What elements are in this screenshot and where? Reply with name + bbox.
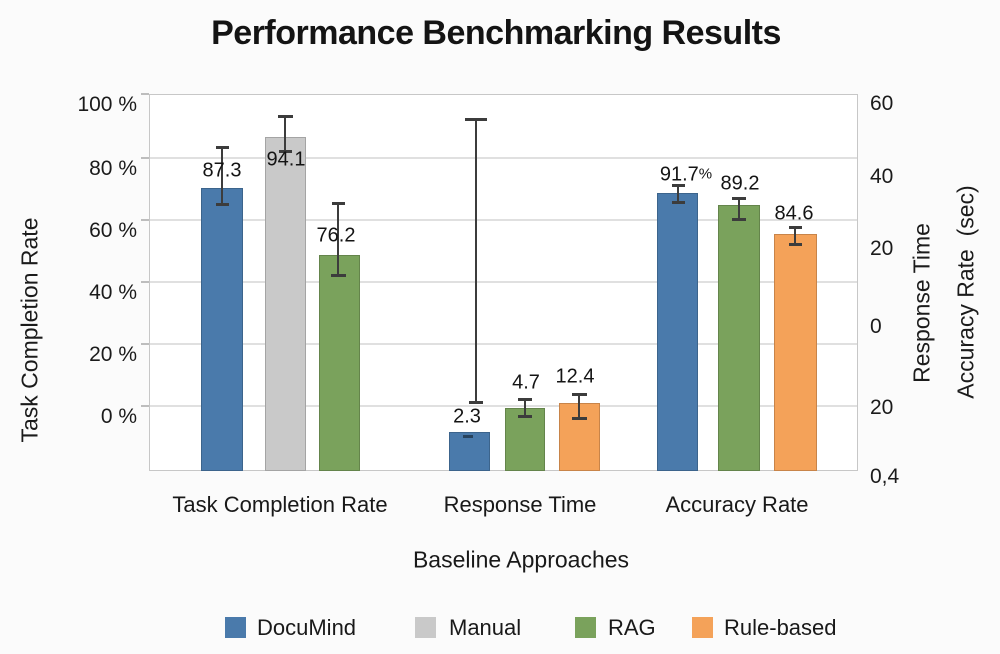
bar-value-label: 89.2: [720, 172, 760, 195]
error-bar-line: [577, 394, 581, 419]
right-y-tick-label: 20: [870, 237, 894, 260]
gridline: [150, 405, 857, 407]
error-bar-cap-top: [465, 118, 487, 121]
x-category-label: Task Completion Rate: [172, 492, 388, 517]
bar-value-label: 76.2: [316, 224, 356, 247]
legend-swatch-documind: [225, 617, 246, 638]
error-bar-line: [737, 198, 741, 220]
gridline: [150, 157, 857, 159]
bar-value-label: 87.3: [202, 159, 242, 182]
error-bar-cap-bottom: [788, 243, 802, 246]
left-y-tick-label: 20 %: [89, 343, 137, 366]
gridline: [150, 343, 857, 345]
left-axis-tick-mark: [141, 343, 149, 345]
error-bar-line: [474, 119, 478, 403]
left-y-tick-label: 100 %: [77, 93, 137, 116]
left-y-tick-label: 0 %: [100, 405, 137, 428]
left-axis-tick-mark: [141, 281, 149, 283]
left-axis-tick-mark: [141, 405, 149, 407]
left-y-tick-label: 60 %: [89, 219, 137, 242]
error-bar-line: [220, 147, 224, 205]
legend-swatch-manual: [415, 617, 436, 638]
legend-swatch-rule-based: [692, 617, 713, 638]
error-bar-cap-top: [571, 393, 587, 396]
bar-rag: [319, 255, 360, 471]
error-bar-line: [676, 185, 680, 203]
bar-value-label: 4.7: [512, 371, 540, 394]
gridline: [150, 219, 857, 221]
error-bar-line: [793, 227, 797, 245]
right-y-tick-label: 60: [870, 92, 894, 115]
error-bar-cap-bottom: [571, 417, 587, 420]
chart-title: Performance Benchmarking Results: [211, 14, 781, 52]
error-bar-cap-top: [518, 398, 532, 401]
x-axis-title: Baseline Approaches: [412, 546, 630, 573]
error-bar-cap-top: [277, 115, 293, 118]
bar-documind: [657, 193, 698, 471]
x-category-label: Accuracy Rate: [665, 492, 809, 517]
error-bar-line: [283, 116, 287, 152]
error-bar-cap-bottom: [278, 150, 292, 153]
bar-value-label: 84.6: [774, 202, 814, 225]
bar-rag: [718, 205, 760, 471]
error-bar-cap-bottom: [671, 201, 685, 204]
right-y-tick-label: 0: [870, 315, 882, 338]
legend-label-rag: RAG: [608, 615, 656, 640]
bar-value-label: 91.7%: [659, 163, 713, 186]
error-bar-cap-top: [671, 184, 685, 187]
right-y-tick-label: 0,4: [870, 465, 900, 488]
right-y-tick-label: 40: [870, 165, 894, 188]
legend-swatch-rag: [575, 617, 596, 638]
error-bar-cap-top: [215, 146, 229, 149]
error-bar-cap-top: [331, 202, 345, 205]
legend-label-rule-based: Rule-based: [724, 615, 837, 640]
error-bar-cap-bottom: [518, 415, 532, 418]
bar-value-suffix: %: [698, 165, 713, 183]
error-bar-cap-bottom: [330, 274, 346, 277]
error-bar-cap-top: [788, 226, 802, 229]
legend-label-documind: DocuMind: [257, 615, 357, 640]
bar-value-label: 2.3: [453, 405, 481, 428]
error-bar-cap-bottom: [732, 218, 746, 221]
bar-mean-dash: [463, 435, 473, 438]
error-bar-cap-bottom: [469, 401, 483, 404]
bar-rag: [505, 408, 545, 471]
x-category-label: Response Time: [443, 492, 597, 517]
left-axis-tick-mark: [141, 219, 149, 221]
bar-documind: [201, 188, 243, 471]
left-y-tick-label: 80 %: [89, 157, 137, 180]
error-bar-cap-bottom: [215, 203, 229, 206]
bar-value-label: 12.4: [555, 365, 595, 388]
gridline: [150, 281, 857, 283]
error-bar-cap-top: [732, 197, 746, 200]
error-bar-line: [523, 399, 527, 417]
left-axis-tick-mark: [141, 93, 149, 95]
left-y-tick-label: 40 %: [89, 281, 137, 304]
right-y-tick-label: 20: [870, 396, 894, 419]
bar-rule-based: [774, 234, 817, 471]
right-y-axis-title-accuracy-rate: Accuracy Rate (sec): [952, 185, 979, 399]
legend-label-manual: Manual: [449, 615, 522, 640]
bar-manual: [265, 137, 306, 471]
left-axis-tick-mark: [141, 157, 149, 159]
error-bar-line: [336, 203, 340, 276]
bar-documind: [449, 432, 490, 471]
right-y-axis-title-response-time: Response Time: [908, 223, 935, 383]
bar-value-label: 94.1: [266, 148, 306, 171]
